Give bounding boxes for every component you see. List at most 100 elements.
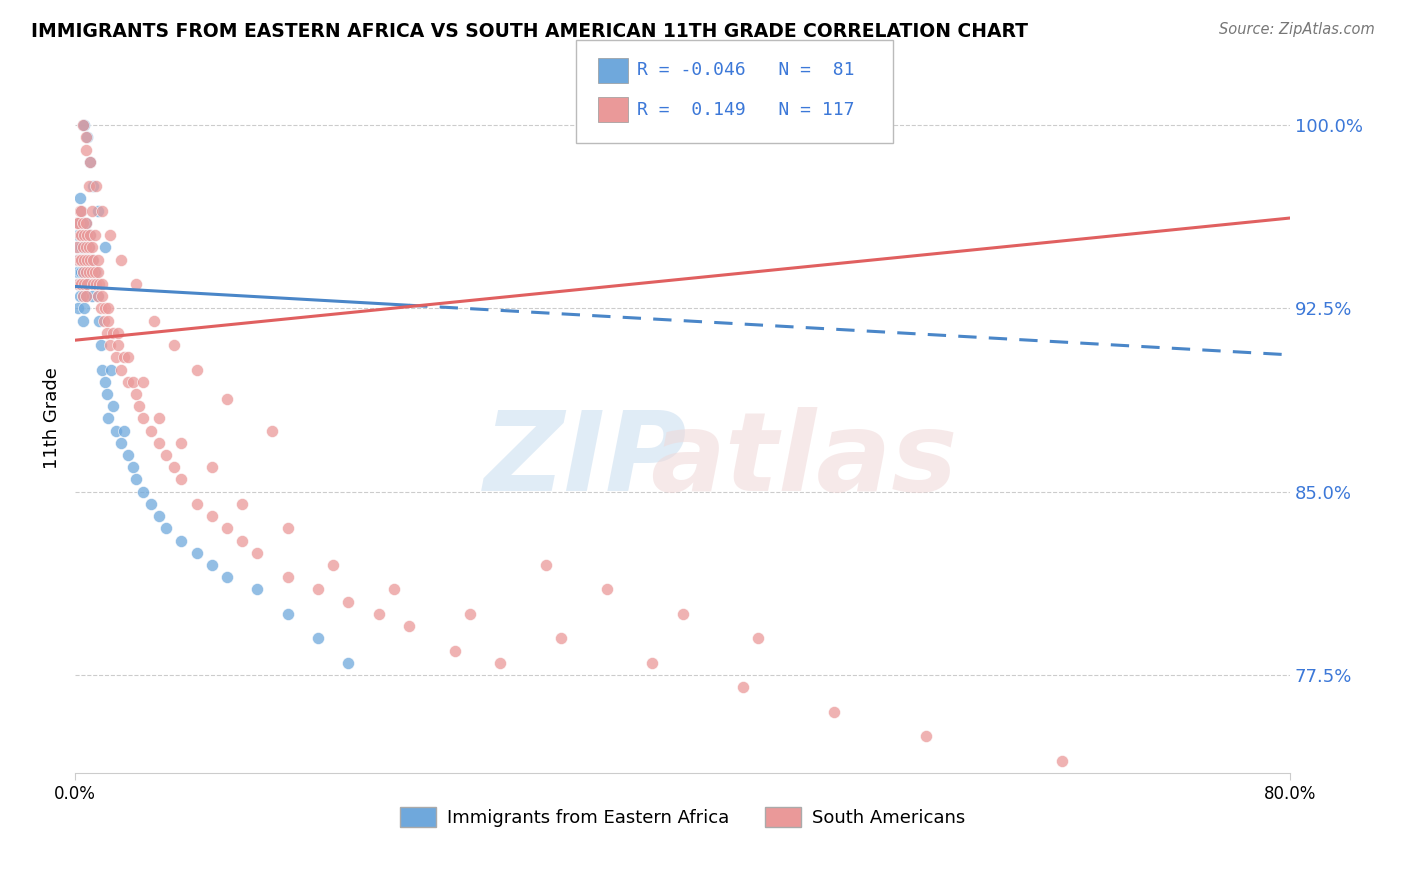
Point (75, 289, 97, 303)
Point (72, 216, 94, 230)
Point (201, 460, 224, 475)
Point (110, 362, 132, 376)
Point (77, 240, 100, 254)
Point (69, 265, 91, 279)
Point (75, 130, 97, 145)
Point (80, 252, 103, 267)
Point (67, 252, 90, 267)
Point (70, 277, 93, 291)
Point (125, 387, 148, 401)
Point (67, 277, 90, 291)
Point (105, 351, 128, 365)
Point (110, 252, 132, 267)
Point (65, 240, 87, 254)
Text: IMMIGRANTS FROM EASTERN AFRICA VS SOUTH AMERICAN 11TH GRADE CORRELATION CHART: IMMIGRANTS FROM EASTERN AFRICA VS SOUTH … (31, 22, 1028, 41)
Point (277, 607, 299, 621)
Point (75, 240, 97, 254)
Point (79, 228, 101, 243)
Point (80, 289, 103, 303)
Point (215, 570, 238, 584)
Point (94, 375, 117, 389)
Point (97, 411, 120, 425)
Point (75, 265, 97, 279)
Point (73, 252, 96, 267)
Point (83, 228, 105, 243)
Point (246, 582, 269, 597)
Point (70, 252, 93, 267)
Point (641, 656, 664, 670)
Point (65, 252, 87, 267)
Point (67, 252, 90, 267)
Point (75, 143, 97, 157)
Point (121, 460, 143, 475)
Point (128, 399, 150, 413)
Point (87, 289, 110, 303)
Point (458, 607, 481, 621)
Point (80, 265, 103, 279)
Point (87, 265, 110, 279)
Point (139, 424, 162, 438)
Point (97, 313, 120, 327)
Point (84, 179, 107, 194)
Point (72, 289, 94, 303)
Point (69, 228, 91, 243)
Point (110, 435, 132, 450)
Point (186, 497, 208, 511)
Point (307, 632, 329, 646)
Y-axis label: 11th Grade: 11th Grade (44, 368, 60, 469)
Point (170, 435, 193, 450)
Point (747, 632, 769, 646)
Point (73, 228, 96, 243)
Point (73, 301, 96, 316)
Text: atlas: atlas (651, 408, 957, 515)
Point (91, 362, 114, 376)
Point (125, 473, 148, 487)
Point (73, 277, 96, 291)
Point (76, 228, 98, 243)
Point (75, 216, 97, 230)
Point (89, 313, 111, 327)
Point (87, 289, 110, 303)
Point (73, 277, 96, 291)
Point (489, 656, 512, 670)
Point (98, 338, 121, 352)
Point (70, 265, 93, 279)
Point (101, 326, 124, 340)
Point (79, 252, 101, 267)
Point (72, 216, 94, 230)
Point (67, 277, 90, 291)
Point (163, 460, 186, 475)
Point (76, 277, 98, 291)
Point (75, 216, 97, 230)
Point (84, 265, 107, 279)
Point (139, 497, 162, 511)
Point (73, 228, 96, 243)
Point (117, 448, 139, 462)
Point (79, 228, 101, 243)
Point (69, 216, 91, 230)
Point (65, 216, 87, 230)
Point (201, 558, 224, 572)
Point (77, 240, 100, 254)
Point (105, 424, 128, 438)
Point (67, 265, 90, 279)
Point (69, 191, 91, 205)
Point (914, 729, 936, 743)
Point (1050, 754, 1073, 768)
Text: R =  0.149   N = 117: R = 0.149 N = 117 (637, 101, 855, 119)
Point (550, 632, 572, 646)
Point (143, 313, 166, 327)
Point (132, 411, 155, 425)
Point (107, 338, 129, 352)
Point (231, 533, 253, 548)
Point (170, 473, 193, 487)
Point (73, 252, 96, 267)
Point (67, 301, 90, 316)
Point (337, 656, 360, 670)
Point (70, 277, 93, 291)
Point (77, 265, 100, 279)
Point (77, 265, 100, 279)
Point (75, 265, 97, 279)
Point (65, 265, 87, 279)
Point (367, 607, 389, 621)
